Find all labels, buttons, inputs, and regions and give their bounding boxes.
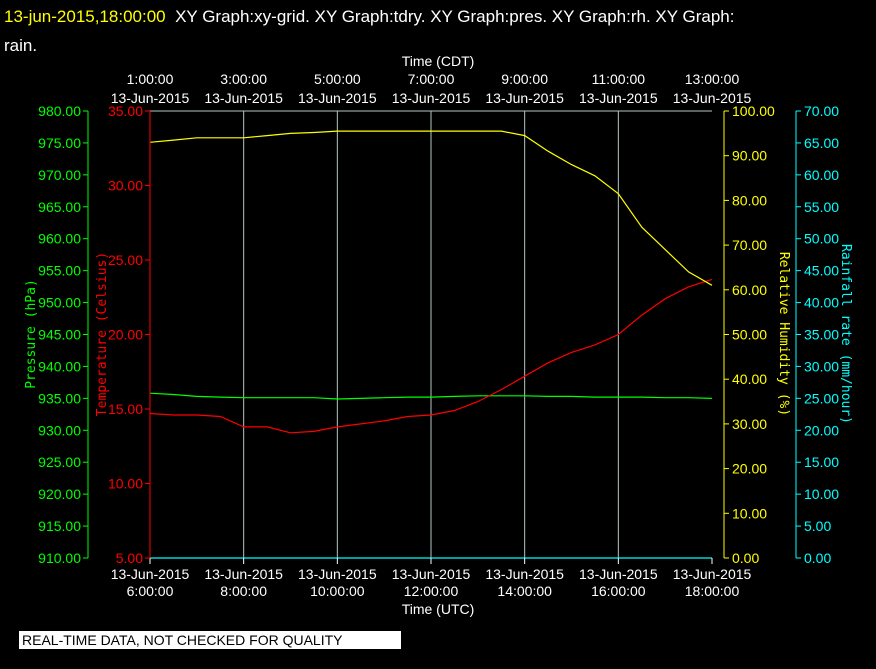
rain-tick-label: 10.00: [804, 486, 839, 502]
x-top-tick-date: 13-Jun-2015: [485, 90, 564, 106]
pressure-tick-label: 945.00: [38, 327, 81, 343]
x-top-tick-time: 1:00:00: [127, 71, 174, 87]
x-top-tick-date: 13-Jun-2015: [673, 90, 752, 106]
x-bottom-tick-date: 13-Jun-2015: [485, 566, 564, 582]
rain-tick-label: 60.00: [804, 167, 839, 183]
x-top-tick-time: 5:00:00: [314, 71, 361, 87]
pressure-series-line: [149, 392, 713, 400]
temperature-axis-title: Temperature (Celsius): [95, 252, 110, 416]
pressure-tick-label: 940.00: [38, 358, 81, 374]
temperature-tick-label: 15.00: [108, 401, 143, 417]
rain-tick-label: 5.00: [804, 518, 831, 534]
temperature-tick-label: 5.00: [116, 550, 143, 566]
header-graph-list: XY Graph:xy-grid. XY Graph:tdry. XY Grap…: [175, 7, 735, 26]
x-bottom-tick-time: 14:00:00: [497, 583, 552, 599]
humidity-tick-label: 10.00: [732, 505, 767, 521]
rain-tick-label: 65.00: [804, 135, 839, 151]
pressure-tick-label: 935.00: [38, 390, 81, 406]
temperature-tick-label: 30.00: [108, 178, 143, 194]
pressure-tick-label: 925.00: [38, 454, 81, 470]
x-top-tick-date: 13-Jun-2015: [392, 90, 471, 106]
chart-axes: 13-Jun-20156:00:0013-Jun-20158:00:0013-J…: [24, 53, 853, 617]
x-top-tick-time: 13:00:00: [685, 71, 740, 87]
rain-axis-title: Rainfall rate (mm/hour): [838, 244, 853, 424]
x-top-tick-date: 13-Jun-2015: [111, 90, 190, 106]
rain-tick-label: 50.00: [804, 231, 839, 247]
humidity-tick-label: 60.00: [732, 282, 767, 298]
grid-lines: [150, 110, 712, 559]
pressure-tick-label: 930.00: [38, 422, 81, 438]
rain-tick-label: 15.00: [804, 454, 839, 470]
temperature-tick-label: 10.00: [108, 476, 143, 492]
x-top-tick-time: 9:00:00: [501, 71, 548, 87]
x-bottom-tick-time: 18:00:00: [685, 583, 740, 599]
humidity-tick-label: 90.00: [732, 148, 767, 164]
header-graph-list-end: rain.: [4, 36, 38, 55]
humidity-tick-label: 70.00: [732, 237, 767, 253]
x-bottom-tick-time: 8:00:00: [220, 583, 267, 599]
x-bottom-tick-date: 13-Jun-2015: [111, 566, 190, 582]
humidity-axis-title: Relative Humidity (%): [776, 252, 791, 416]
x-top-tick-date: 13-Jun-2015: [579, 90, 658, 106]
rain-tick-label: 20.00: [804, 422, 839, 438]
x-bottom-tick-date: 13-Jun-2015: [204, 566, 283, 582]
x-bottom-tick-time: 6:00:00: [127, 583, 174, 599]
humidity-tick-label: 40.00: [732, 371, 767, 387]
pressure-tick-label: 955.00: [38, 263, 81, 279]
temperature-tick-label: 25.00: [108, 252, 143, 268]
x-bottom-tick-date: 13-Jun-2015: [579, 566, 658, 582]
chart-header: 13-jun-2015,18:00:00 XY Graph:xy-grid. X…: [4, 2, 864, 60]
rain-tick-label: 35.00: [804, 327, 839, 343]
x-bottom-tick-date: 13-Jun-2015: [298, 566, 377, 582]
x-top-tick-date: 13-Jun-2015: [298, 90, 377, 106]
rain-tick-label: 70.00: [804, 103, 839, 119]
humidity-tick-label: 100.00: [732, 103, 775, 119]
pressure-axis-title: Pressure (hPa): [24, 279, 39, 389]
rain-tick-label: 55.00: [804, 199, 839, 215]
pressure-tick-label: 970.00: [38, 167, 81, 183]
temperature-series-line: [149, 278, 713, 434]
rain-tick-label: 25.00: [804, 390, 839, 406]
header-timestamp: 13-jun-2015,18:00:00: [4, 7, 166, 26]
quality-note: REAL-TIME DATA, NOT CHECKED FOR QUALITY: [19, 631, 401, 649]
x-bottom-tick-time: 12:00:00: [404, 583, 459, 599]
pressure-tick-label: 915.00: [38, 518, 81, 534]
x-top-tick-date: 13-Jun-2015: [204, 90, 283, 106]
x-bottom-tick-date: 13-Jun-2015: [673, 566, 752, 582]
rain-tick-label: 30.00: [804, 358, 839, 374]
rain-tick-label: 0.00: [804, 550, 831, 566]
x-bottom-tick-time: 16:00:00: [591, 583, 646, 599]
x-bottom-tick-time: 10:00:00: [310, 583, 365, 599]
temperature-tick-label: 35.00: [108, 103, 143, 119]
temperature-tick-label: 20.00: [108, 327, 143, 343]
x-top-tick-time: 11:00:00: [592, 71, 646, 87]
pressure-tick-label: 975.00: [38, 135, 81, 151]
humidity-tick-label: 50.00: [732, 327, 767, 343]
x-top-tick-time: 3:00:00: [220, 71, 267, 87]
humidity-series-line: [149, 130, 713, 286]
x-top-title: Time (CDT): [402, 53, 475, 69]
humidity-tick-label: 30.00: [732, 416, 767, 432]
x-top-tick-time: 7:00:00: [408, 71, 455, 87]
pressure-tick-label: 960.00: [38, 231, 81, 247]
x-bottom-tick-date: 13-Jun-2015: [392, 566, 471, 582]
pressure-tick-label: 980.00: [38, 103, 81, 119]
humidity-tick-label: 20.00: [732, 461, 767, 477]
x-bottom-title: Time (UTC): [402, 601, 475, 617]
humidity-tick-label: 0.00: [732, 550, 759, 566]
pressure-tick-label: 950.00: [38, 295, 81, 311]
pressure-tick-label: 965.00: [38, 199, 81, 215]
humidity-tick-label: 80.00: [732, 192, 767, 208]
pressure-tick-label: 920.00: [38, 486, 81, 502]
rain-tick-label: 40.00: [804, 295, 839, 311]
pressure-tick-label: 910.00: [38, 550, 81, 566]
rain-tick-label: 45.00: [804, 263, 839, 279]
